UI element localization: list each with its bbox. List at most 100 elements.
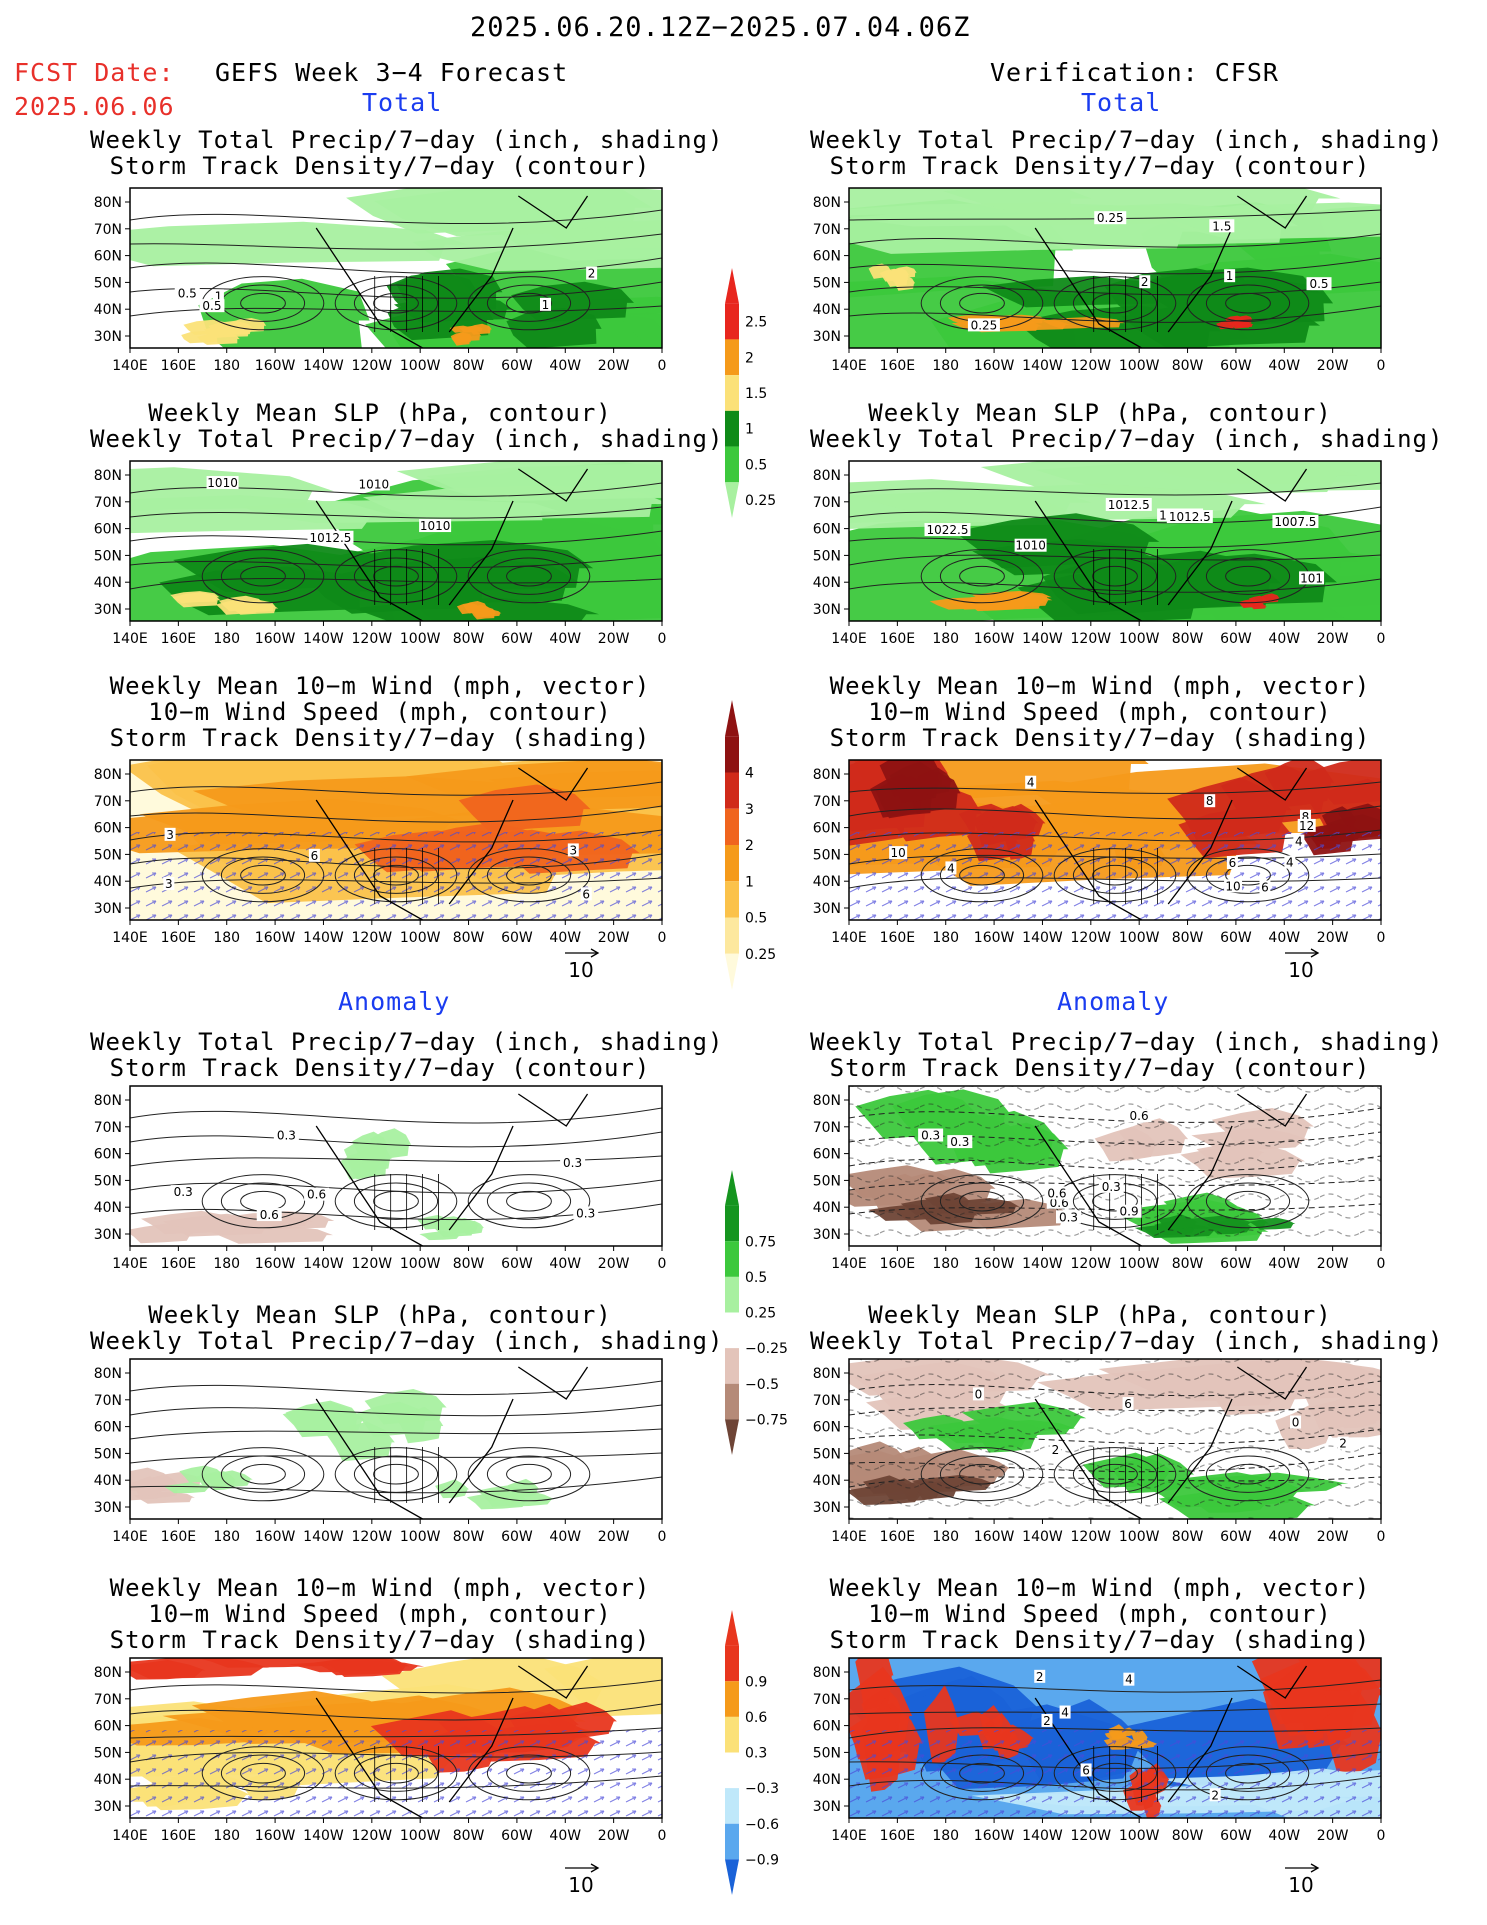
lon-label: 20W bbox=[1317, 358, 1349, 374]
lat-label: 30N bbox=[813, 1799, 841, 1815]
contour-ring bbox=[920, 1447, 1044, 1502]
lon-label: 180 bbox=[213, 1529, 240, 1545]
map-frame bbox=[848, 1085, 1382, 1247]
contour-ring bbox=[353, 856, 439, 894]
vector-reference-3: 10 bbox=[565, 1863, 600, 1897]
contour-line bbox=[130, 1727, 662, 1739]
contour-ring bbox=[353, 1754, 439, 1792]
lon-label: 180 bbox=[932, 930, 959, 946]
shading-area bbox=[458, 325, 484, 333]
contour-ring bbox=[959, 565, 1005, 587]
map-frame bbox=[129, 759, 663, 921]
contour-label: 1 bbox=[542, 298, 550, 312]
lon-label: 80W bbox=[453, 1529, 485, 1545]
contour-label: 1 bbox=[1226, 269, 1234, 283]
lat-label: 30N bbox=[94, 602, 122, 618]
lat-label: 70N bbox=[813, 1120, 841, 1136]
lat-label: 50N bbox=[813, 847, 841, 863]
lon-label: 0 bbox=[1377, 1256, 1386, 1272]
contour-ring bbox=[506, 292, 552, 314]
lat-label: 80N bbox=[813, 1366, 841, 1382]
colorbar-swatch bbox=[725, 1645, 739, 1682]
lat-label: 40N bbox=[813, 874, 841, 890]
lat-label: 40N bbox=[813, 575, 841, 591]
contour-ring bbox=[220, 856, 306, 894]
shading-area bbox=[208, 320, 254, 336]
panel-title-p11: Weekly Mean 10−m Wind (mph, vector) 10−m … bbox=[109, 1574, 651, 1654]
shading-area bbox=[282, 1402, 366, 1438]
lat-label: 70N bbox=[813, 222, 841, 238]
panel-title-p8: Weekly Total Precip/7−day (inch, shading… bbox=[810, 1028, 1444, 1082]
contour-line bbox=[849, 1703, 1381, 1715]
lon-label: 40W bbox=[549, 358, 581, 374]
contour-label-box bbox=[918, 1128, 944, 1142]
map-frame bbox=[129, 1085, 663, 1247]
lat-label: 60N bbox=[813, 522, 841, 538]
lon-label: 60W bbox=[501, 358, 533, 374]
colorbar-label: 0.5 bbox=[745, 911, 767, 927]
contour-label: 101 bbox=[1300, 571, 1323, 585]
lon-label: 80W bbox=[453, 631, 485, 647]
lon-label: 60W bbox=[1220, 930, 1252, 946]
colorbar-swatch bbox=[725, 1241, 739, 1277]
wind-vectors bbox=[130, 1730, 662, 1818]
lon-label: 20W bbox=[598, 631, 630, 647]
contour-ring bbox=[1186, 848, 1310, 903]
coastline bbox=[1034, 195, 1308, 348]
contour-ring bbox=[506, 1762, 552, 1784]
lat-label: 40N bbox=[94, 1772, 122, 1788]
contour-ring bbox=[240, 1762, 286, 1784]
contour-ring bbox=[920, 549, 1044, 604]
map-panel-p4: 80N 70N 60N 50N 40N 30N 140E 160E 180 160W 140W 120… bbox=[813, 460, 1385, 647]
colorbar-swatch bbox=[725, 303, 739, 340]
contour-label: 8 bbox=[1206, 794, 1214, 808]
contour-label: 4 bbox=[1286, 856, 1294, 870]
lon-label: 20W bbox=[598, 1256, 630, 1272]
contour-ring bbox=[373, 292, 419, 314]
contour-label-box bbox=[1059, 1705, 1071, 1719]
lat-label: 50N bbox=[94, 548, 122, 564]
lat-label: 50N bbox=[813, 1745, 841, 1761]
coastline bbox=[315, 468, 589, 621]
colorbar-swatch bbox=[725, 1312, 739, 1349]
lon-label: 120W bbox=[352, 1828, 393, 1844]
contour-line bbox=[849, 829, 1381, 842]
panel-title-p7: Weekly Total Precip/7−day (inch, shading… bbox=[90, 1028, 724, 1082]
lon-label: 140E bbox=[831, 631, 867, 647]
contour-ring bbox=[373, 1190, 419, 1212]
lon-label: 100W bbox=[1119, 1256, 1160, 1272]
shading-area bbox=[988, 318, 1070, 331]
contour-label-box bbox=[1204, 794, 1216, 808]
contour-line bbox=[849, 281, 1381, 296]
contour-label: 0.6 bbox=[1130, 1109, 1149, 1123]
contour-label-box bbox=[1049, 1442, 1061, 1456]
lon-label: 140W bbox=[303, 1529, 344, 1545]
lat-label: 40N bbox=[813, 302, 841, 318]
contour-label-box bbox=[1299, 809, 1311, 823]
contour-ring bbox=[240, 292, 286, 314]
colorbar-swatch bbox=[725, 1205, 739, 1242]
contour-ring bbox=[939, 1455, 1025, 1493]
contour-ring bbox=[939, 1182, 1025, 1220]
contour-label: 4 bbox=[1061, 1706, 1069, 1720]
shading-area bbox=[130, 495, 393, 534]
map-fill-p12 bbox=[849, 1658, 1381, 1818]
lon-label: 140E bbox=[831, 930, 867, 946]
lon-label: 40W bbox=[549, 1828, 581, 1844]
lon-label: 160E bbox=[161, 358, 197, 374]
lat-label: 50N bbox=[94, 847, 122, 863]
vector-reference-1: 10 bbox=[565, 948, 600, 982]
lat-label: 60N bbox=[813, 1420, 841, 1436]
colorbar-label: 1 bbox=[745, 422, 754, 438]
lon-label: 180 bbox=[932, 1256, 959, 1272]
contour-ring bbox=[240, 565, 286, 587]
contour-label: 0.5 bbox=[202, 299, 221, 313]
lat-label: 80N bbox=[813, 195, 841, 211]
lon-label: 160E bbox=[880, 1256, 916, 1272]
contour-ring bbox=[353, 557, 439, 595]
colorbar-swatch bbox=[725, 917, 739, 954]
contour-ring bbox=[1205, 284, 1291, 322]
contour-ring bbox=[467, 549, 591, 604]
contour-line bbox=[130, 1751, 662, 1763]
